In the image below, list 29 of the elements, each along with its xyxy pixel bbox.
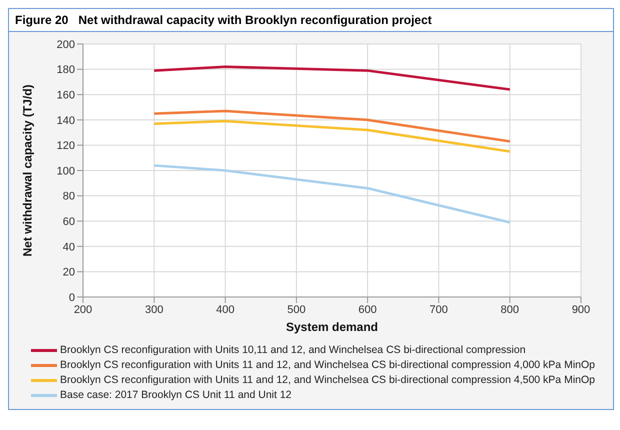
y-tick-label: 0 [68,292,75,304]
y-tick-label: 140 [56,114,75,127]
y-tick-label: 180 [56,64,75,76]
chart-title: Figure 20 Net withdrawal capacity with Brooklyn reconfiguration project [9,9,613,32]
x-tick-label: 800 [500,304,520,316]
x-tick-label: 900 [572,304,590,316]
y-tick-label: 40 [62,241,75,254]
y-tick-label: 160 [56,90,75,102]
x-tick-label: 200 [74,304,92,316]
x-tick-label: 700 [430,304,448,316]
y-axis-title: Net withdrawal capacity (TJ/d) [20,84,34,257]
legend-label: Base case: 2017 Brooklyn CS Unit 11 and Unit 12 [60,388,292,403]
y-tick-label: 120 [56,140,75,152]
x-tick-label: 400 [216,304,234,316]
x-tick-label: 600 [358,304,377,316]
y-tick-label: 200 [56,38,75,51]
line-series [152,164,512,224]
y-tick-label: 20 [62,266,75,279]
y-tick-label: 80 [62,190,75,203]
y-tick-label: 60 [62,216,75,228]
line-series [152,120,512,153]
line-series [152,110,512,143]
x-axis-title: System demand [286,320,378,334]
y-tick-label: 100 [56,165,75,178]
legend-label: Brooklyn CS reconfiguration with Units 11 and 12, and Winchelsea CS bi-directional compression 4,000 kPa MinOp [60,358,595,373]
legend-label: Brooklyn CS reconfiguration with Units 11 and 12, and Winchelsea CS bi-directional compression 4,500 kPa MinOp [60,373,595,388]
legend-label: Brooklyn CS reconfiguration with Units 10,11 and 12, and Winchelsea CS bi-directional compression [60,343,526,358]
x-tick-label: 300 [144,304,164,316]
x-tick-label: 500 [287,304,306,316]
